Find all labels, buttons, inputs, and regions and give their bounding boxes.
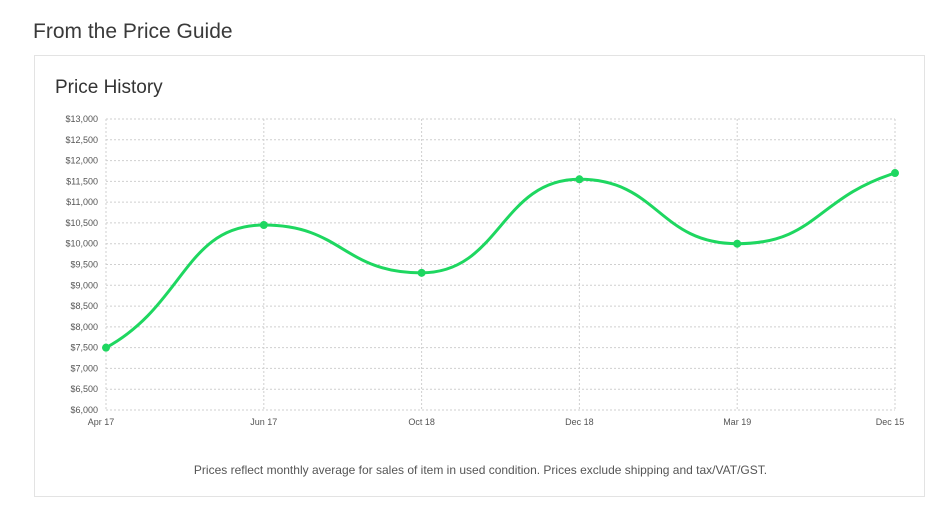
data-point[interactable] [891, 169, 899, 178]
y-tick-label: $11,500 [66, 176, 98, 186]
x-tick-label: Dec 15 [876, 417, 905, 427]
y-tick-label: $8,000 [70, 322, 98, 332]
y-axis-ticks: $6,000 $6,500 $7,000 $7,500 $8,000 $8,500 $9,0… [65, 114, 98, 415]
data-point[interactable] [733, 239, 742, 248]
chart-title: Price History [55, 77, 163, 98]
price-series-points [102, 169, 899, 352]
data-point[interactable] [259, 221, 268, 230]
y-tick-label: $12,500 [65, 135, 98, 145]
y-tick-label: $9,000 [70, 280, 98, 290]
price-series-line [105, 171, 896, 349]
y-tick-label: $6,000 [70, 405, 98, 415]
x-tick-label: Apr 17 [88, 417, 115, 427]
chart-grid [105, 118, 896, 411]
x-tick-label: Jun 17 [250, 417, 277, 427]
y-tick-label: $10,500 [65, 218, 98, 228]
y-tick-label: $10,000 [65, 239, 98, 249]
x-tick-label: Dec 18 [565, 417, 594, 427]
y-tick-label: $6,500 [70, 384, 98, 394]
y-tick-label: $7,500 [70, 343, 98, 353]
y-tick-label: $12,000 [65, 156, 98, 166]
x-tick-label: Mar 19 [723, 417, 751, 427]
y-tick-label: $13,000 [65, 114, 98, 124]
x-tick-label: Oct 18 [408, 417, 435, 427]
price-footnote: Prices reflect monthly average for sales… [193, 463, 768, 477]
data-point[interactable] [417, 268, 426, 277]
y-tick-label: $7,000 [70, 363, 98, 373]
price-history-chart: $6,000 $6,500 $7,000 $7,500 $8,000 $8,500 $9,0… [65, 114, 905, 427]
data-point[interactable] [575, 175, 584, 184]
y-tick-label: $11,000 [66, 197, 98, 207]
price-history-card: Price History $6,000 $6,500 $7,000 $7,500 $8… [34, 55, 925, 497]
x-axis-ticks: Apr 17 Jun 17 Oct 18 Dec 18 Mar 19 Dec 15 [88, 417, 905, 427]
section-title: From the Price Guide [33, 20, 233, 43]
data-point[interactable] [102, 343, 110, 352]
y-tick-label: $8,500 [70, 301, 98, 311]
y-tick-label: $9,500 [70, 260, 98, 270]
